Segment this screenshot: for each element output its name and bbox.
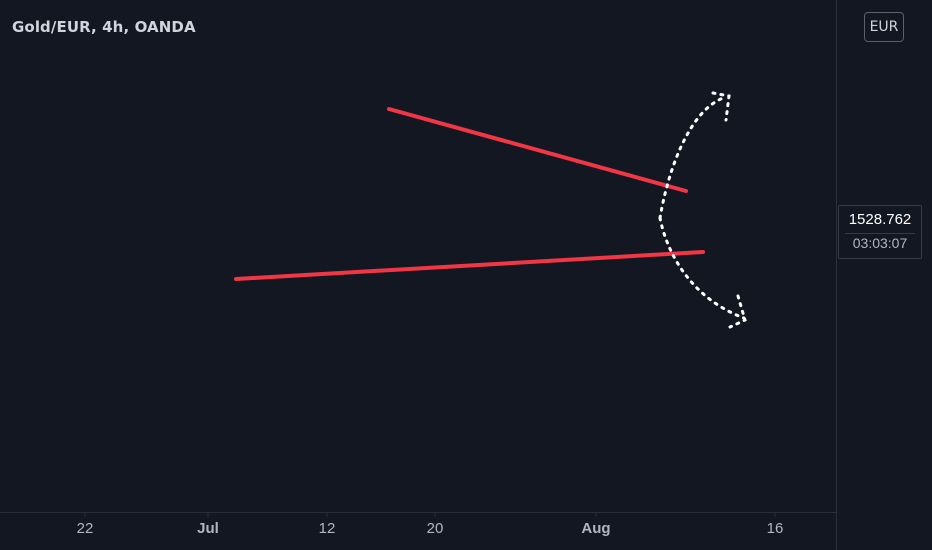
- projection-down-arrowhead[interactable]: [728, 294, 747, 329]
- bar-countdown: 03:03:07: [852, 235, 908, 251]
- symbol-title[interactable]: Gold/EUR, 4h, OANDA: [12, 18, 196, 36]
- time-axis-tick-label: 22: [77, 520, 94, 537]
- projection-down-arrow[interactable]: [658, 216, 746, 320]
- time-axis-tick-label: 16: [767, 520, 784, 537]
- time-axis-tick-label: 12: [319, 520, 336, 537]
- lower-trendline[interactable]: [234, 250, 705, 281]
- last-price-value: 1528.762: [848, 211, 912, 228]
- time-axis-tick-label: 20: [427, 520, 444, 537]
- time-axis-tick-label: Aug: [581, 520, 610, 537]
- upper-trendline[interactable]: [387, 107, 688, 193]
- drawings-layer: [234, 91, 747, 329]
- projection-up-arrowhead[interactable]: [711, 91, 731, 122]
- plot-area[interactable]: [0, 0, 836, 512]
- projection-up-arrow[interactable]: [658, 95, 728, 220]
- last-price-tag: 1528.762 03:03:07: [838, 205, 922, 259]
- currency-button[interactable]: EUR: [864, 12, 904, 42]
- time-axis-tick-label: Jul: [197, 520, 219, 537]
- time-axis[interactable]: 22 Jul 12 20 Aug 16: [77, 512, 784, 537]
- price-tag-divider: [845, 233, 915, 234]
